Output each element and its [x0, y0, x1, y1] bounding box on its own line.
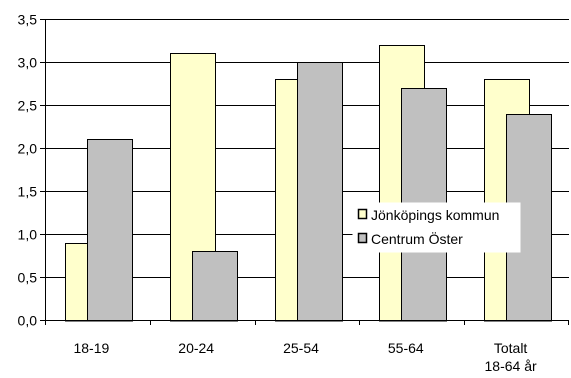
x-axis-labels: 18-19 20-24 25-54 55-64 Totalt 18-64 år	[45, 320, 569, 374]
bar-centrum-oster-1	[192, 251, 238, 322]
x-tick-label: 18-19	[73, 340, 109, 356]
y-tick-label: 3,0	[18, 55, 38, 71]
y-tick-label: 1,0	[18, 227, 38, 243]
legend-swatch	[357, 208, 368, 220]
y-tick-label: 3,5	[18, 12, 38, 28]
x-tick-label: 20-24	[178, 340, 214, 356]
y-tick-label: 0,5	[18, 270, 38, 286]
y-tick-label: 0,0	[18, 313, 38, 329]
y-axis-ticks: 0,0 0,5 1,0 1,5 2,0 2,5 3,0 3,5	[18, 12, 45, 329]
legend-box	[352, 202, 521, 253]
bars	[65, 45, 552, 322]
legend-label: Jönköpings kommun	[371, 207, 499, 223]
y-tick-label: 2,5	[18, 98, 38, 114]
y-tick-label: 2,0	[18, 141, 38, 157]
y-tick-label: 1,5	[18, 184, 38, 200]
x-tick-label: 25-54	[283, 340, 319, 356]
legend-label: Centrum Öster	[371, 230, 463, 247]
legend-swatch	[357, 232, 368, 244]
legend: Jönköpings kommun Centrum Öster	[352, 202, 521, 253]
axes	[45, 19, 569, 321]
bar-centrum-oster-0	[87, 139, 133, 322]
bar-centrum-oster-2	[297, 62, 343, 322]
x-tick-label: Totalt	[494, 340, 528, 356]
bar-centrum-oster-4	[506, 114, 552, 322]
x-tick-label: 55-64	[388, 340, 424, 356]
x-tick-label: 18-64 år	[485, 358, 537, 374]
